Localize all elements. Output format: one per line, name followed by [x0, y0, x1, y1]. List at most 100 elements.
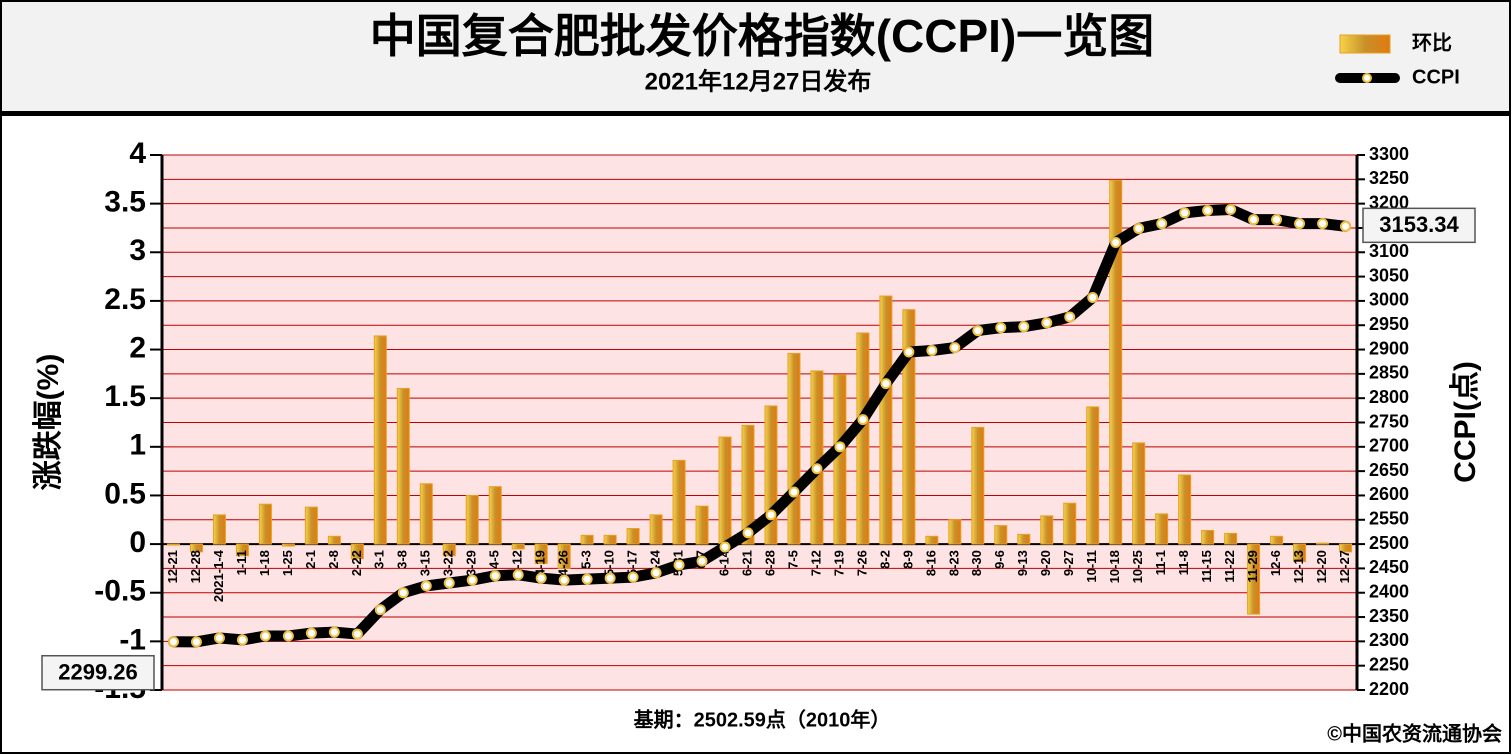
bar	[994, 525, 1008, 545]
y-tick-label: 3.5	[104, 186, 146, 219]
header-rule	[2, 111, 1509, 116]
line-point	[1041, 317, 1053, 329]
line-point	[1087, 292, 1099, 304]
value-label-box	[1362, 207, 1476, 244]
x-tick-label: 1-11	[234, 550, 249, 575]
y2-tick-label: 2800	[1369, 387, 1409, 407]
bar	[1270, 535, 1284, 545]
line-point	[788, 486, 800, 498]
line-point	[995, 322, 1007, 334]
y2-tick-label: 2250	[1369, 654, 1409, 674]
line-point	[857, 414, 869, 426]
line-point	[1317, 218, 1329, 230]
x-tick-label: 6-28	[762, 550, 777, 576]
line-point	[489, 570, 501, 582]
y2-tick-label: 2550	[1369, 509, 1409, 529]
bar	[902, 309, 916, 545]
x-tick-label: 11-8	[1176, 550, 1191, 575]
y2-tick-label: 3200	[1369, 192, 1409, 212]
x-tick-label: 8-16	[923, 550, 938, 576]
x-tick-label: 12-21	[165, 550, 180, 583]
line-point	[1271, 214, 1283, 226]
line-point	[305, 627, 317, 639]
bar	[488, 486, 502, 545]
line-point	[466, 574, 478, 586]
line-point	[1156, 218, 1168, 230]
line-point	[627, 571, 639, 583]
y-axis-label: 涨跌幅(%)	[32, 354, 65, 491]
y-tick-label: 1	[129, 429, 146, 462]
bar	[1017, 533, 1031, 545]
line-point	[512, 569, 524, 581]
bar	[189, 543, 203, 553]
y2-tick-label: 3100	[1369, 241, 1409, 261]
y-tick-label: 4	[129, 137, 146, 170]
x-tick-label: 9-13	[1015, 550, 1030, 576]
bar	[442, 543, 456, 557]
line-point	[1018, 321, 1030, 333]
line-point	[1064, 311, 1076, 323]
x-tick-label: 7-12	[808, 550, 823, 576]
bar	[1293, 543, 1307, 563]
bar	[166, 543, 180, 546]
bar	[350, 543, 364, 560]
line-point	[811, 463, 823, 475]
bar	[833, 374, 847, 545]
line-point	[765, 509, 777, 521]
bar	[672, 459, 686, 545]
y2-tick-label: 2850	[1369, 363, 1409, 383]
bar	[879, 295, 893, 545]
bar	[419, 483, 433, 545]
x-tick-label: 4-5	[487, 550, 502, 569]
x-tick-label: 8-2	[877, 550, 892, 569]
x-tick-label: 3-1	[372, 550, 387, 569]
y2-tick-label: 2650	[1369, 460, 1409, 480]
y2-tick-label: 2400	[1369, 581, 1409, 601]
value-label-box	[41, 654, 155, 691]
value-label: 3153.34	[1379, 212, 1459, 237]
x-tick-label: 12-13	[1291, 550, 1306, 583]
x-tick-label: 2-8	[326, 550, 341, 569]
bar	[465, 494, 479, 545]
y2-tick-label: 2950	[1369, 314, 1409, 334]
line-point	[1179, 207, 1191, 219]
base-note: 基期：2502.59点（2010年）	[634, 707, 891, 731]
bar	[626, 528, 640, 545]
line-point	[1225, 203, 1237, 215]
legend-swatch	[1339, 34, 1391, 54]
legend-label: CCPI	[1412, 66, 1460, 88]
line-point	[1110, 237, 1122, 249]
x-tick-label: 10-18	[1107, 550, 1122, 583]
bar	[212, 514, 226, 545]
bar	[1109, 179, 1123, 545]
line-point	[581, 573, 593, 585]
x-tick-label: 10-25	[1130, 550, 1145, 583]
line-point	[1202, 204, 1214, 216]
line-point	[397, 587, 409, 599]
legend-label: 环比	[1412, 31, 1452, 54]
x-tick-label: 10-11	[1084, 550, 1099, 583]
y-tick-label: 2	[129, 331, 146, 364]
bar	[1086, 406, 1100, 545]
line-point	[1340, 220, 1352, 232]
bar	[1247, 543, 1261, 615]
y2-tick-label: 2700	[1369, 436, 1409, 456]
line-point	[374, 604, 386, 616]
bar	[304, 506, 318, 545]
line-point	[282, 630, 294, 642]
bar	[925, 535, 939, 545]
bar	[1040, 515, 1054, 545]
line-point	[673, 559, 685, 571]
bar	[1063, 502, 1077, 545]
x-tick-label: 11-22	[1222, 550, 1237, 583]
y2-tick-label: 2500	[1369, 533, 1409, 553]
bar	[396, 387, 410, 545]
y2-tick-label: 2900	[1369, 338, 1409, 358]
line-point	[1248, 214, 1260, 226]
x-tick-label: 12-20	[1314, 550, 1329, 583]
x-tick-label: 11-29	[1245, 550, 1260, 583]
x-tick-label: 8-23	[946, 550, 961, 576]
y-tick-label: -1	[119, 623, 146, 656]
y-tick-label: 3	[129, 234, 146, 267]
